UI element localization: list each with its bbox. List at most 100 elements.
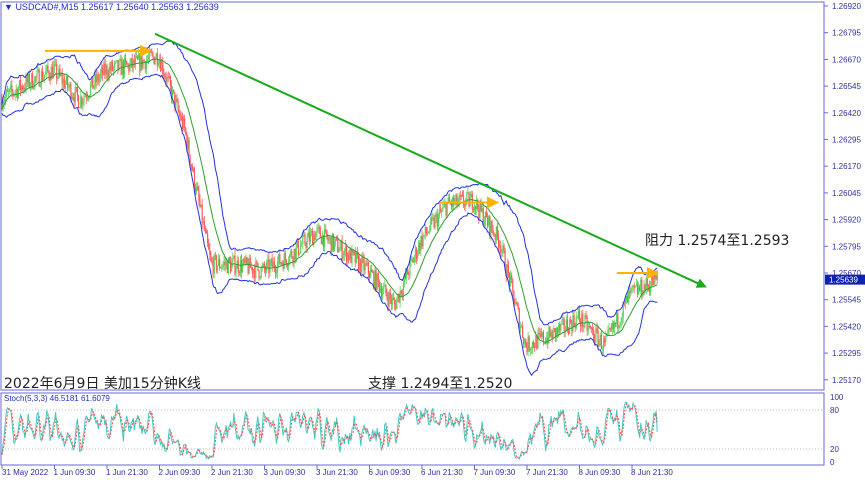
candle-body [407,268,409,275]
candle-body [204,230,207,231]
candle-body [35,76,37,78]
price-tick-label: 1.25170 [832,376,861,385]
candle-body [255,261,257,278]
candle-body [172,89,174,99]
candle-body [109,66,111,71]
candle-body [611,322,613,330]
candle-body [305,244,307,248]
candle-body [331,233,333,252]
candle-body [112,67,115,71]
candle-body [178,109,180,114]
candle-body [205,230,208,234]
candle-body [47,65,49,72]
candle-body [210,254,212,262]
candle-body [375,270,377,290]
candle-body [474,205,477,209]
candle-body [45,71,47,75]
candle-body [128,64,130,72]
candle-body [600,334,602,349]
candle-body [484,211,487,222]
candle-body [166,76,168,82]
candle-body [639,287,641,291]
candle-body [6,90,9,92]
candle-body [487,217,489,226]
candle-body [365,263,367,266]
candle-body [401,294,403,296]
candle-body [584,315,586,326]
candle-body [256,261,258,263]
candle-body [509,275,512,286]
price-tick-label: 1.25420 [832,322,861,331]
candle-body [610,328,612,330]
candle-body [33,87,35,89]
candle-body [473,205,476,210]
candle-body [69,83,71,88]
candle-body [641,279,643,296]
candle-body [56,63,58,79]
candle-body [441,210,443,212]
candle-body [481,208,483,211]
time-tick-label: 3 Jun 21:30 [316,468,358,477]
candle-body [314,234,316,241]
candle-body [294,249,296,259]
candle-body [620,321,622,326]
candle-body [59,68,61,76]
candle-body [643,284,645,295]
candle-body [189,155,191,165]
candle-body [132,59,134,68]
candle-body [530,349,532,350]
candle-body [531,341,534,350]
candle-body [186,134,188,149]
candle-body [286,264,289,266]
candle-body [30,73,33,85]
candle-body [635,284,637,286]
candle-body [332,233,335,250]
candle-body [168,77,170,78]
candle-body [523,337,525,345]
candle-body [569,319,571,334]
candle-body [214,255,216,257]
price-tick-label: 1.26420 [832,109,861,118]
candle-body [408,274,410,276]
candle-body [114,62,116,68]
bollinger-middle-line [1,58,658,343]
candle-body [377,273,379,281]
candle-body [194,187,197,192]
candle-body [18,80,21,89]
candle-body [590,327,593,329]
candle-body [155,53,157,60]
candle-body [629,291,631,293]
candle-body [605,336,607,343]
candle-body [385,284,387,294]
candle-body [627,296,629,303]
candle-body [571,322,573,332]
candle-body [26,76,28,83]
candle-body [618,325,620,329]
candle-body [369,269,372,278]
candle-body [107,75,109,78]
candle-body [402,282,405,295]
candle-body [119,59,121,61]
dropdown-triangle-icon[interactable]: ▼ [4,2,13,12]
candle-body [145,60,147,70]
candle-body [224,262,226,266]
candle-body [424,227,426,236]
candle-body [29,84,32,87]
candle-body [91,76,93,85]
candle-body [242,263,244,273]
stochastic-tick-label: 100 [830,393,844,402]
candle-body [614,322,617,325]
candle-body [348,253,350,260]
candle-body [86,97,88,99]
candle-body [75,87,77,88]
candle-body [406,268,408,279]
candle-body [82,101,84,105]
candle-body [444,203,446,205]
stochastic-tick-label: 80 [830,406,839,415]
candle-body [548,327,550,344]
candle-body [462,195,465,205]
candle-body [340,240,342,247]
price-tick-label: 1.26170 [832,162,861,171]
candle-body [565,319,567,330]
